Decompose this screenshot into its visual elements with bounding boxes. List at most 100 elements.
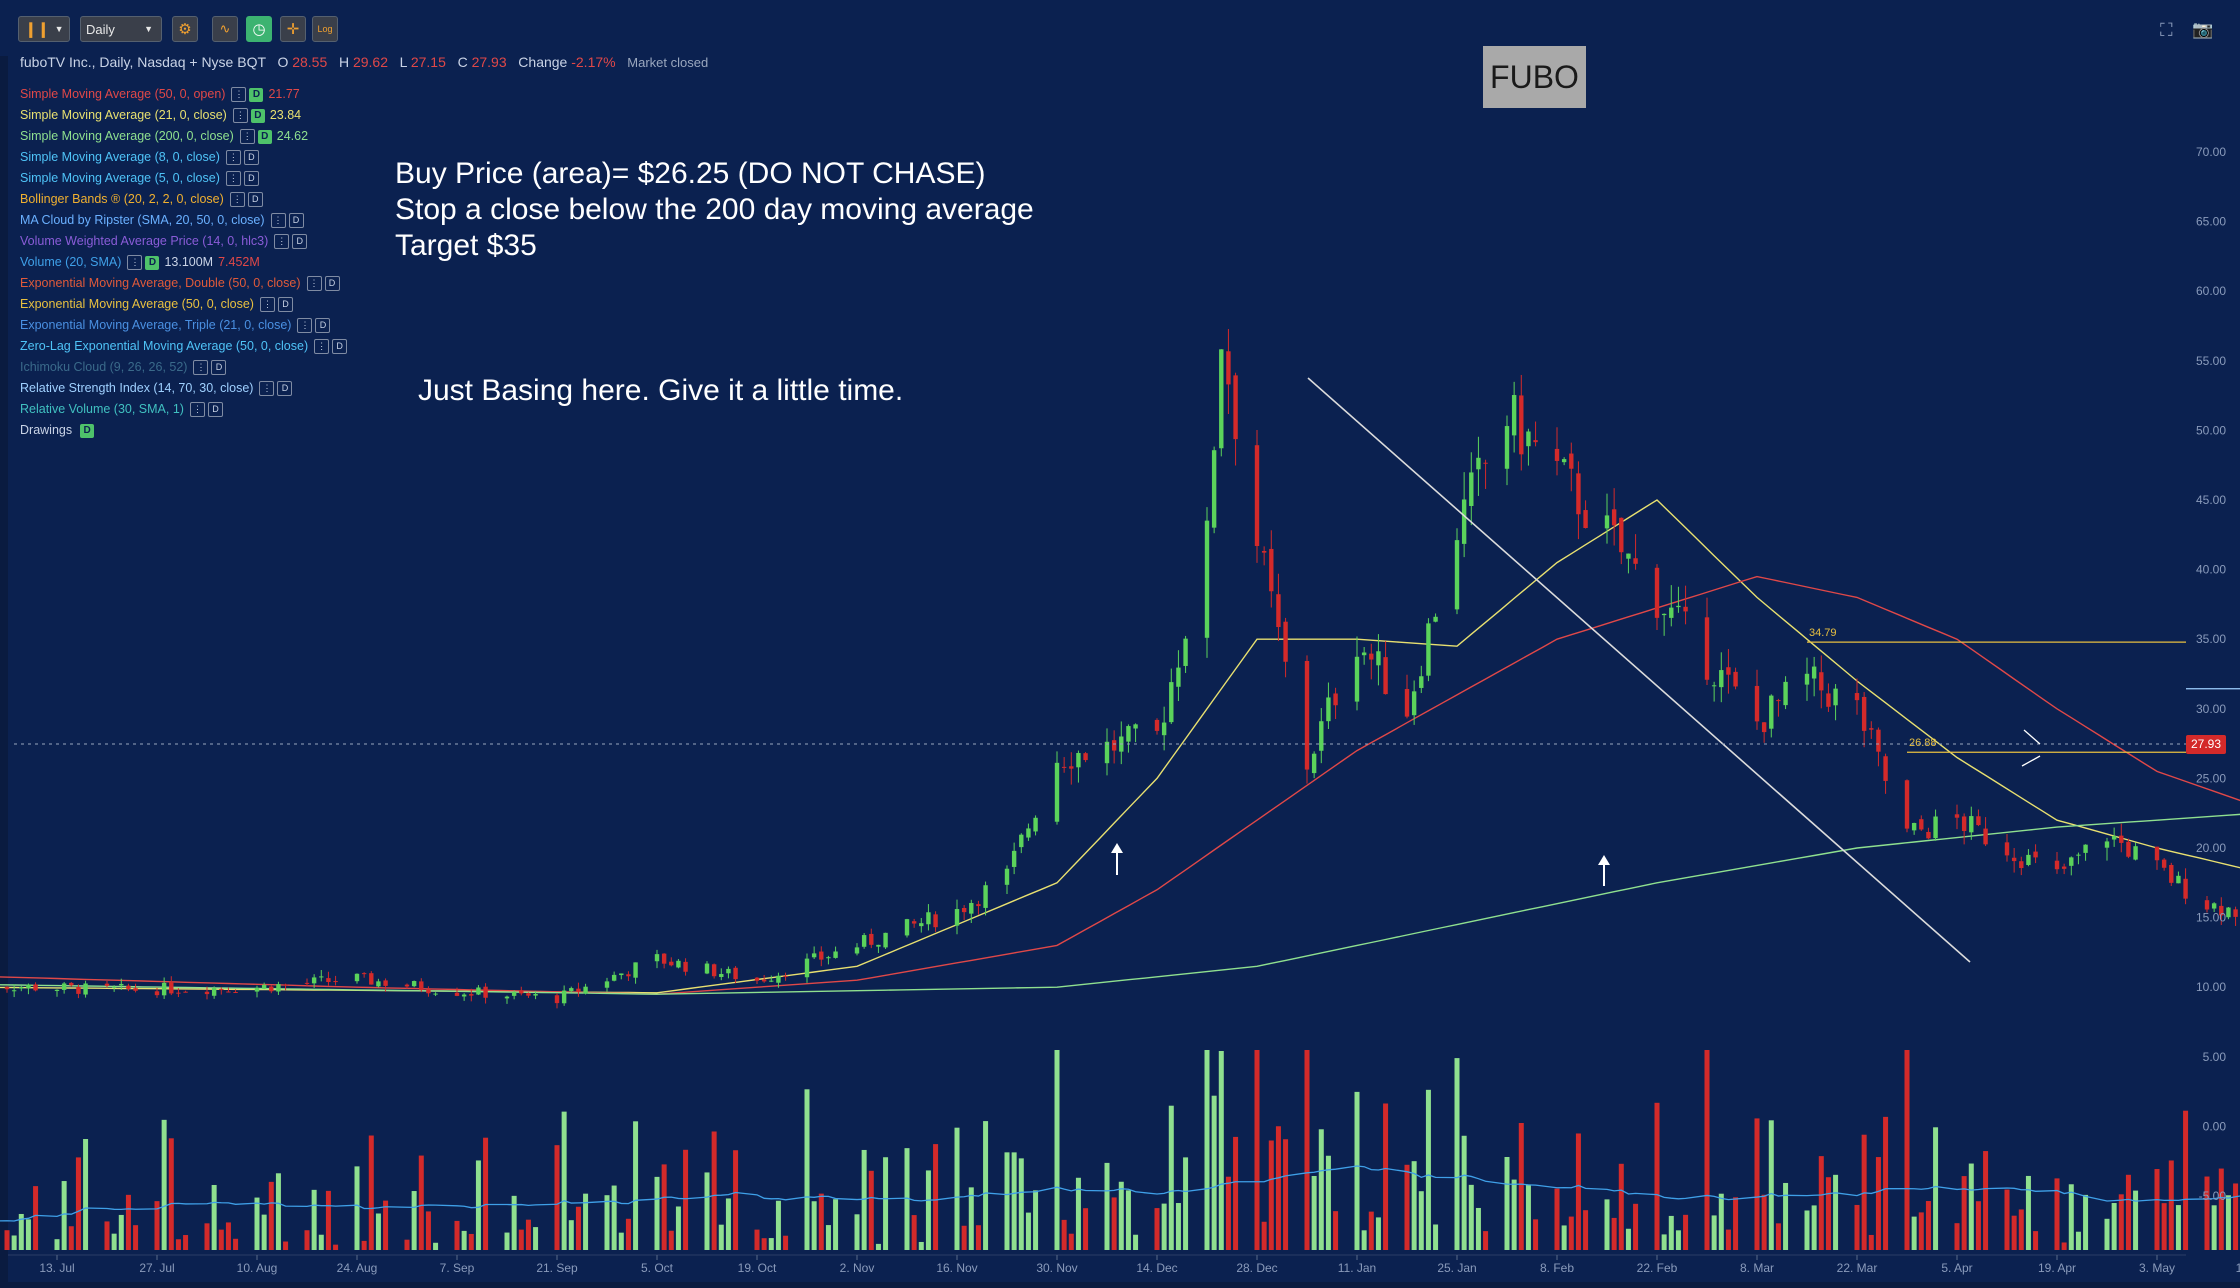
drawings-visibility-toggle[interactable]: D — [80, 423, 95, 438]
indicator-menu-icon[interactable]: ⋮ — [193, 360, 209, 375]
volume-bar — [1561, 1225, 1567, 1250]
volume-bar — [483, 1137, 489, 1250]
candle-body — [1319, 721, 1324, 751]
candle-body — [1719, 670, 1724, 688]
volume-bar — [218, 1229, 224, 1250]
volume-bar — [933, 1144, 939, 1250]
indicator-visibility-toggle[interactable]: D — [207, 402, 223, 417]
indicator-visibility-toggle[interactable]: D — [315, 318, 331, 333]
candle-body — [1711, 685, 1717, 687]
indicator-menu-icon[interactable]: ⋮ — [225, 171, 241, 186]
volume-bar — [604, 1195, 610, 1250]
volume-bar — [1168, 1105, 1174, 1250]
volume-bar — [1133, 1234, 1139, 1250]
indicator-visibility-toggle[interactable]: D — [211, 360, 227, 375]
indicator-menu-icon[interactable]: ⋮ — [259, 297, 275, 312]
indicator-menu-icon[interactable]: ⋮ — [306, 276, 322, 291]
indicator-row[interactable]: Bollinger Bands ® (20, 2, 2, 0, close) ⋮ D — [20, 189, 708, 210]
indicator-menu-icon[interactable]: ⋮ — [229, 192, 245, 207]
volume-bar — [761, 1238, 767, 1250]
crosshair-button[interactable]: ✛ — [280, 16, 306, 42]
drawings-row[interactable]: Drawings D — [20, 420, 708, 441]
indicator-visibility-toggle[interactable]: D — [247, 192, 263, 207]
indicator-value: 13.100M — [164, 255, 214, 269]
volume-bar — [1825, 1177, 1831, 1250]
volume-bar — [654, 1176, 660, 1250]
indicator-row[interactable]: Volume Weighted Average Price (14, 0, hl… — [20, 231, 708, 252]
indicator-row[interactable]: Exponential Moving Average, Double (50, … — [20, 273, 708, 294]
volume-bar — [1668, 1215, 1674, 1250]
volume-bar — [1761, 1194, 1767, 1250]
note-target: Target $35 — [395, 229, 537, 262]
x-tick-label: 5. Apr — [1941, 1261, 1972, 1275]
volume-sma-polyline — [0, 1165, 2240, 1222]
indicator-row[interactable]: Relative Strength Index (14, 70, 30, clo… — [20, 378, 708, 399]
indicator-visibility-toggle[interactable]: D — [277, 297, 293, 312]
indicator-menu-icon[interactable]: ⋮ — [225, 150, 241, 165]
indicator-row[interactable]: Relative Volume (30, SMA, 1) ⋮ D — [20, 399, 708, 420]
indicator-menu-icon[interactable]: ⋮ — [274, 234, 290, 249]
indicator-visibility-toggle[interactable]: D — [288, 213, 304, 228]
indicator-visibility-toggle[interactable]: D — [250, 108, 265, 123]
close-value: 27.93 — [471, 54, 507, 70]
candle-body — [2204, 900, 2210, 910]
indicator-row[interactable]: Ichimoku Cloud (9, 26, 26, 52) ⋮ D — [20, 357, 708, 378]
indicator-visibility-toggle[interactable]: D — [243, 150, 259, 165]
indicator-row[interactable]: Exponential Moving Average, Triple (21, … — [20, 315, 708, 336]
candle-body — [1983, 828, 1988, 845]
candle-body — [969, 902, 974, 914]
indicator-visibility-toggle[interactable]: D — [332, 339, 348, 354]
indicator-menu-icon[interactable]: ⋮ — [314, 339, 330, 354]
candle-body — [304, 982, 310, 984]
indicator-visibility-toggle[interactable]: D — [243, 171, 259, 186]
candle-body — [876, 944, 881, 947]
indicator-visibility-toggle[interactable]: D — [249, 87, 264, 102]
volume-bar — [518, 1229, 524, 1250]
candle-body — [919, 923, 924, 927]
indicator-menu-icon[interactable]: ⋮ — [239, 129, 255, 144]
candle-body — [911, 921, 917, 924]
indicator-value: 7.452M — [218, 255, 260, 269]
volume-bar — [204, 1223, 210, 1250]
indicator-menu-icon[interactable]: ⋮ — [270, 213, 286, 228]
volume-bar — [2175, 1205, 2181, 1250]
indicator-row[interactable]: Simple Moving Average (21, 0, close) ⋮ D 23… — [20, 105, 708, 126]
log-scale-button[interactable]: Log — [312, 16, 338, 42]
indicator-visibility-toggle[interactable]: D — [145, 255, 160, 270]
indicator-row[interactable]: Simple Moving Average (50, 0, open) ⋮ D 21.… — [20, 84, 708, 105]
volume-bar — [2183, 1110, 2189, 1250]
indicator-row[interactable]: MA Cloud by Ripster (SMA, 20, 50, 0, clo… — [20, 210, 708, 231]
volume-bar — [1061, 1219, 1067, 1250]
indicator-row[interactable]: Exponential Moving Average (50, 0, close… — [20, 294, 708, 315]
indicator-menu-icon[interactable]: ⋮ — [127, 255, 143, 270]
candle-body — [2061, 866, 2067, 869]
volume-bar — [333, 1244, 339, 1250]
indicator-visibility-toggle[interactable]: D — [292, 234, 308, 249]
indicator-row[interactable]: Simple Moving Average (5, 0, close) ⋮ D — [20, 168, 708, 189]
x-tick-label: 8. Mar — [1740, 1261, 1774, 1275]
chart-style-button[interactable]: ❙❙ ▼ — [18, 16, 70, 42]
indicator-visibility-toggle[interactable]: D — [277, 381, 293, 396]
indicator-visibility-toggle[interactable]: D — [324, 276, 340, 291]
candle-body — [1054, 762, 1060, 822]
indicator-menu-icon[interactable]: ⋮ — [189, 402, 205, 417]
candle-body — [783, 975, 788, 977]
indicator-menu-icon[interactable]: ⋮ — [297, 318, 313, 333]
settings-button[interactable]: ⚙ — [172, 16, 198, 42]
fullscreen-icon[interactable]: ⛶ — [2160, 20, 2173, 40]
interval-select[interactable]: Daily ▼ — [80, 16, 162, 42]
indicator-row[interactable]: Volume (20, SMA) ⋮ D 13.100M 7.452M — [20, 252, 708, 273]
indicator-row[interactable]: Simple Moving Average (8, 0, close) ⋮ D — [20, 147, 708, 168]
indicator-visibility-toggle[interactable]: D — [257, 129, 272, 144]
indicator-menu-icon[interactable]: ⋮ — [259, 381, 275, 396]
volume-bar — [1933, 1127, 1939, 1250]
indicators-button[interactable]: ∿ — [212, 16, 238, 42]
volume-bar — [2233, 1183, 2239, 1250]
camera-icon[interactable]: 📷 — [2192, 20, 2214, 39]
indicator-menu-icon[interactable]: ⋮ — [232, 108, 248, 123]
indicator-menu-icon[interactable]: ⋮ — [231, 87, 247, 102]
indicator-row[interactable]: Zero-Lag Exponential Moving Average (50,… — [20, 336, 708, 357]
indicator-row[interactable]: Simple Moving Average (200, 0, close) ⋮ D 2… — [20, 126, 708, 147]
replay-button[interactable]: ◷ — [246, 16, 272, 42]
